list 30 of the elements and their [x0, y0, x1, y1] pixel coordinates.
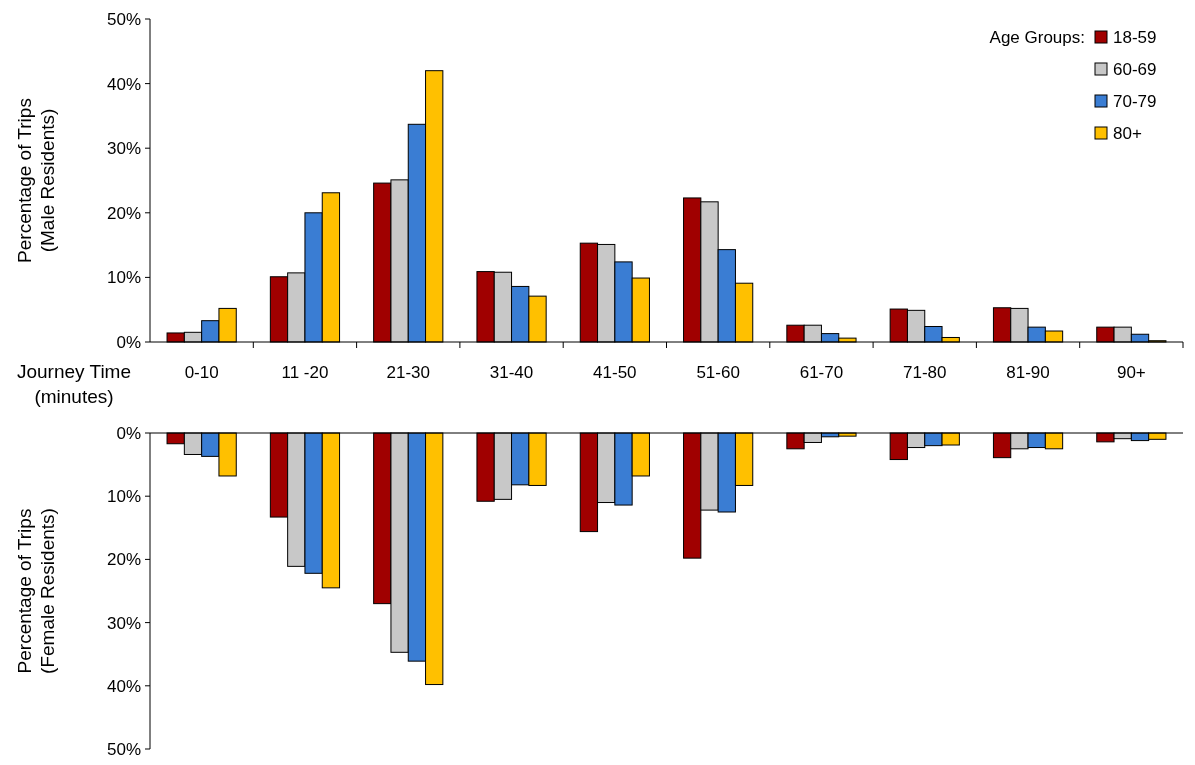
legend-label: 70-79 — [1113, 92, 1157, 111]
x-tick-label: 71-80 — [903, 363, 947, 382]
x-tick-label: 90+ — [1116, 363, 1146, 382]
y-tick-label: 0% — [116, 332, 141, 352]
x-tick-label: 61-70 — [799, 363, 844, 382]
x-axis-title: Journey Time (minutes) — [16, 361, 132, 407]
legend-label: 60-69 — [1113, 60, 1157, 79]
x-tick-label: 31-40 — [489, 363, 534, 382]
y-tick-label: 40% — [106, 676, 141, 696]
x-tick-label: 51-60 — [696, 363, 740, 382]
y-tick-label: 10% — [106, 268, 141, 288]
y-tick-label: 20% — [106, 550, 141, 570]
y-tick-label: 40% — [106, 74, 141, 94]
y-tick-label: 30% — [106, 139, 141, 159]
legend-label: 80+ — [1113, 124, 1142, 143]
y-tick-label: 20% — [106, 203, 141, 223]
x-tick-label: 41-50 — [593, 363, 637, 382]
y-axis-title: Percentage of Trips (Male Residents) — [14, 98, 58, 263]
y-tick-label: 50% — [106, 9, 141, 29]
x-tick-label: 81-90 — [1006, 363, 1050, 382]
x-tick-label: 11 -20 — [281, 363, 329, 382]
x-tick-label: 0-10 — [184, 363, 219, 382]
y-tick-label: 50% — [106, 739, 141, 759]
y-axis-title: Percentage of Trips (Female Residents) — [14, 508, 58, 674]
legend-title: Age Groups: — [989, 28, 1085, 47]
legend-label: 18-59 — [1113, 28, 1157, 47]
y-tick-label: 10% — [106, 487, 141, 507]
y-tick-label: 30% — [106, 613, 141, 633]
y-tick-label: 0% — [116, 423, 141, 443]
x-tick-label: 21-30 — [386, 363, 430, 382]
